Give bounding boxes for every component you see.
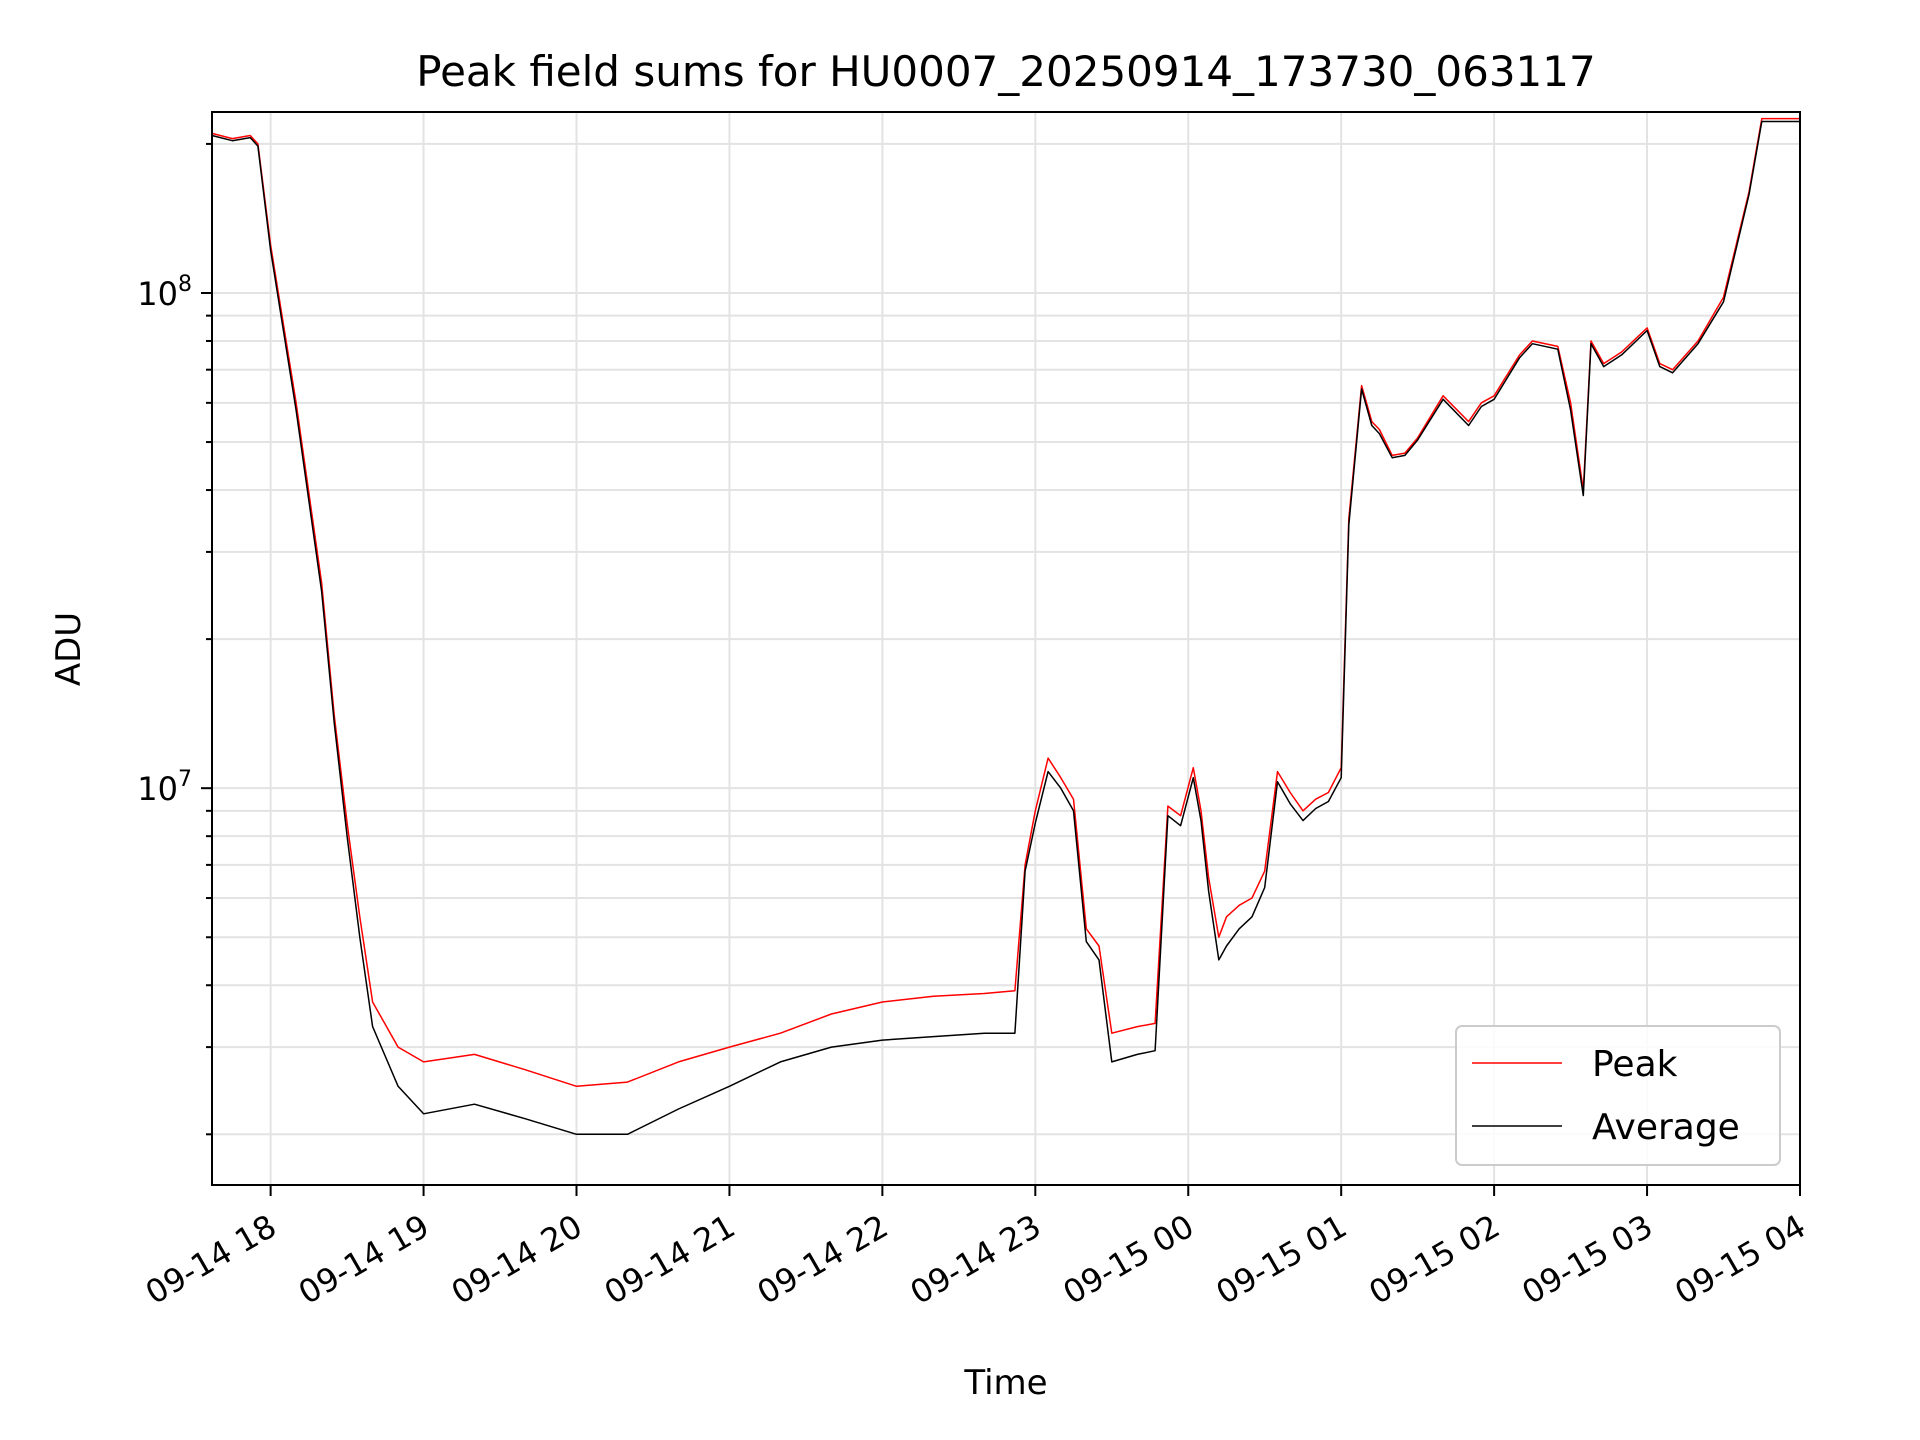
y-axis-title: ADU [49,612,89,686]
y-tick-label: 108 [137,272,192,313]
y-tick-label: 107 [137,767,192,808]
legend-label-peak: Peak [1592,1044,1678,1085]
series-layer [211,117,1800,1136]
x-axis-title: Time [963,1363,1047,1403]
chart-title: Peak field sums for HU0007_20250914_1737… [416,47,1595,96]
grid [212,112,1801,1185]
plot-frame [211,111,1801,1186]
legend-label-average: Average [1592,1107,1740,1148]
legend: Peak Average [1455,1025,1781,1166]
legend-box [1455,1025,1781,1166]
series-line-average [211,120,1800,1136]
